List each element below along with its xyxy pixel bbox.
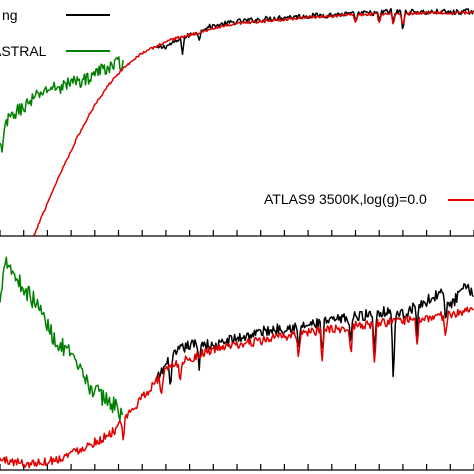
- top-panel-x-ticks: [0, 230, 474, 236]
- legend-label-ng: ng: [2, 7, 18, 23]
- top-series-line-atlas9-3500k-log-g-0-0: [33, 10, 474, 236]
- legend-label-atlas9: ATLAS9 3500K,log(g)=0.0: [264, 191, 427, 207]
- legend-label-astral: ASTRAL: [0, 43, 47, 59]
- legend: ng ASTRAL ATLAS9 3500K,log(g)=0.0: [0, 7, 474, 207]
- top-series-line-astral: [0, 56, 124, 153]
- bottom-series-line-atlas9-3500k-log-g-0-0: [0, 306, 474, 469]
- bottom-panel-x-ticks: [0, 464, 474, 470]
- bottom-series-line-astral: [0, 256, 124, 422]
- bottom-panel: [0, 256, 474, 471]
- top-panel-series: [0, 7, 474, 236]
- bottom-panel-series: [0, 256, 474, 469]
- top-panel: ng ASTRAL ATLAS9 3500K,log(g)=0.0: [0, 7, 474, 237]
